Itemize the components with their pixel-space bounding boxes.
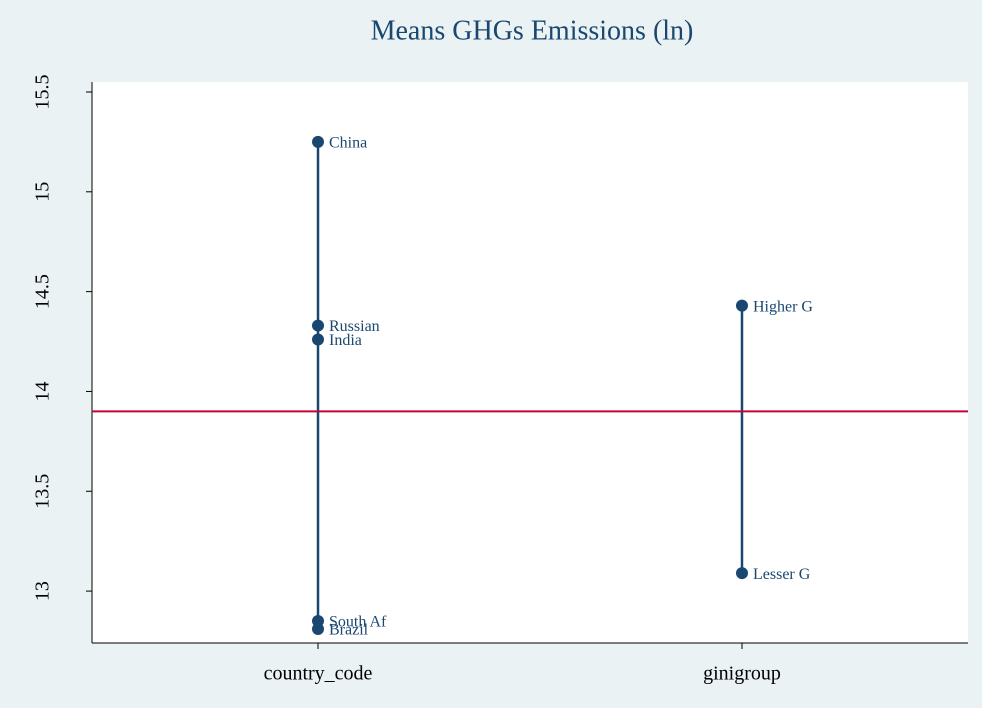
y-tick-label: 14 <box>32 381 54 401</box>
x-tick-label: country_code <box>264 663 373 685</box>
dot <box>312 623 325 636</box>
dot <box>312 319 325 332</box>
dot-label: Russian <box>329 318 380 335</box>
dot-label: Higher G <box>753 298 813 315</box>
plot-area <box>92 82 968 643</box>
dot-label: India <box>329 332 362 349</box>
dot <box>312 333 325 346</box>
dot <box>735 299 748 312</box>
dot-label: Lesser G <box>753 566 811 583</box>
dot-label: China <box>329 135 367 152</box>
dot <box>312 135 325 148</box>
dot <box>735 567 748 580</box>
dot-label: South Af <box>329 614 387 631</box>
y-tick-label: 13 <box>32 581 54 601</box>
y-tick-label: 15 <box>32 182 54 202</box>
dot-label: Brazil <box>329 622 369 639</box>
y-tick-label: 14.5 <box>32 274 54 309</box>
x-tick-label: ginigroup <box>703 663 781 685</box>
y-tick-label: 15.5 <box>32 74 54 109</box>
chart-title: Means GHGs Emissions (ln) <box>371 15 694 46</box>
y-tick-label: 13.5 <box>32 474 54 509</box>
